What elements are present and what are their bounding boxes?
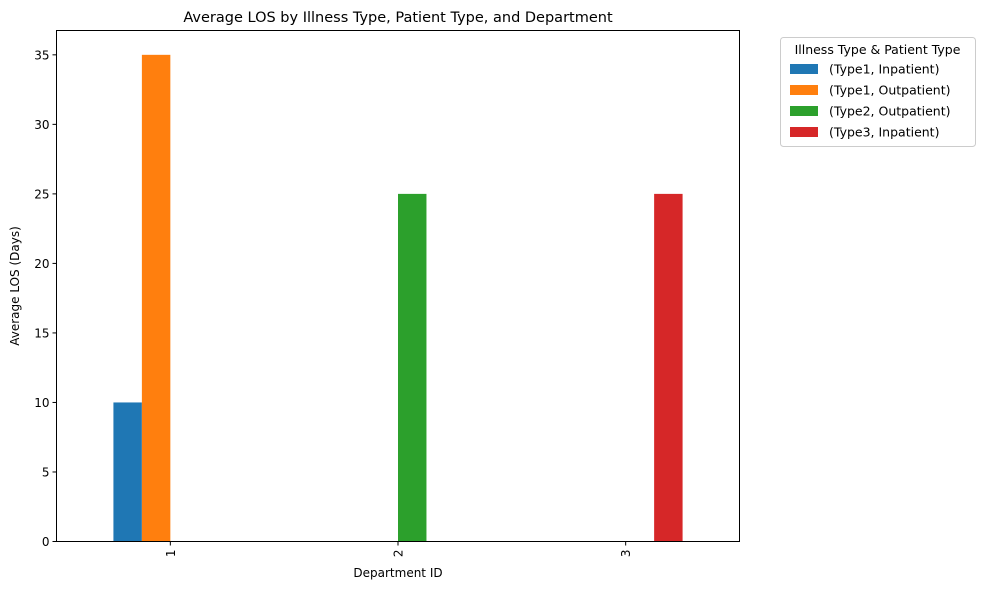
legend-swatch [790, 127, 818, 137]
legend: Illness Type & Patient Type (Type1, Inpa… [780, 37, 976, 147]
y-tick-label: 0 [42, 535, 50, 549]
bar [654, 193, 683, 542]
x-tick-label: 1 [164, 550, 178, 558]
x-axis-title: Department ID [353, 566, 442, 580]
legend-swatch [790, 85, 818, 95]
y-tick-label: 35 [34, 48, 49, 62]
legend-title: Illness Type & Patient Type [795, 42, 961, 57]
legend-label: (Type3, Inpatient) [829, 125, 939, 140]
legend-label: (Type2, Outpatient) [829, 104, 951, 119]
legend-label: (Type1, Inpatient) [829, 62, 939, 77]
y-tick-label: 5 [42, 465, 50, 479]
bar [398, 193, 427, 542]
y-tick-label: 30 [34, 118, 49, 132]
y-tick-label: 25 [34, 187, 49, 201]
legend-swatch [790, 106, 818, 116]
x-tick-label: 3 [619, 550, 633, 558]
plot-area [113, 54, 683, 542]
y-axis-title: Average LOS (Days) [8, 226, 22, 346]
legend-label: (Type1, Outpatient) [829, 83, 951, 98]
chart-title: Average LOS by Illness Type, Patient Typ… [183, 10, 613, 26]
bar [141, 54, 171, 542]
y-tick-label: 20 [34, 257, 49, 271]
bar [113, 402, 142, 542]
y-tick-label: 10 [34, 396, 49, 410]
legend-swatch [790, 64, 818, 74]
x-tick-label: 2 [392, 550, 406, 558]
y-tick-label: 15 [34, 326, 49, 340]
legend-frame [780, 37, 976, 147]
